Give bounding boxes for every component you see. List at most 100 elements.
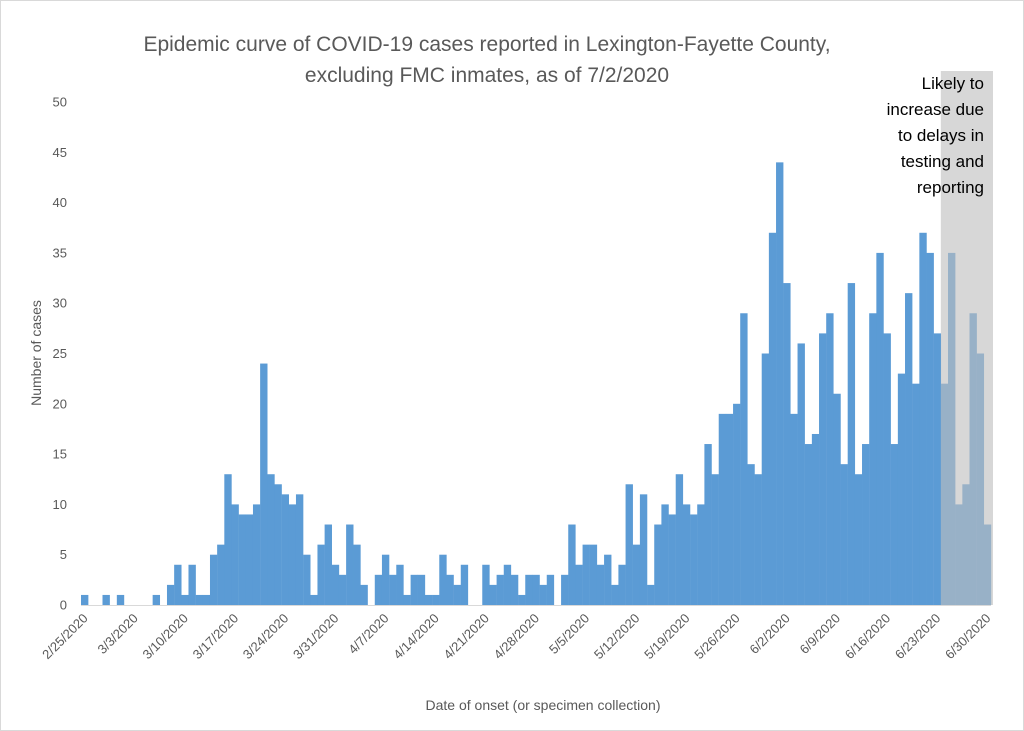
y-tick-label: 40 <box>53 195 67 210</box>
bar <box>582 544 590 605</box>
x-tick-label: 4/7/2020 <box>345 611 391 657</box>
bar <box>575 564 583 605</box>
bar <box>410 574 418 605</box>
bar <box>432 594 440 605</box>
bar <box>661 504 669 605</box>
bar <box>396 564 404 605</box>
bar <box>783 283 791 605</box>
bar <box>876 252 884 605</box>
bars-group <box>81 162 992 606</box>
bar <box>733 403 741 605</box>
bar <box>403 594 411 605</box>
bar <box>847 283 856 605</box>
bar <box>532 574 540 605</box>
y-tick-label: 25 <box>53 346 67 361</box>
bar <box>338 574 347 605</box>
bar <box>417 574 426 605</box>
bar <box>188 564 196 605</box>
bar <box>209 554 218 605</box>
bar <box>245 514 254 605</box>
x-axis-ticks: 2/25/2020 3/3/20203/10/20203/17/20203/24/… <box>39 611 993 663</box>
shaded-region-note-line: to delays in <box>898 126 984 145</box>
bar <box>310 594 318 605</box>
bar <box>439 554 447 605</box>
bar <box>761 353 770 605</box>
bar <box>611 584 619 605</box>
bar <box>116 594 125 605</box>
y-tick-label: 35 <box>53 245 67 260</box>
x-tick-label: 6/16/2020 <box>842 611 894 663</box>
y-axis-title: Number of cases <box>28 300 44 406</box>
bar <box>912 383 920 605</box>
bar <box>81 594 89 605</box>
x-tick-label: 3/17/2020 <box>190 611 242 663</box>
bar <box>224 474 232 605</box>
bar <box>797 343 805 605</box>
bar <box>568 524 576 605</box>
bar <box>303 554 311 605</box>
bar <box>331 564 340 605</box>
bar <box>460 564 469 605</box>
bar <box>238 514 247 605</box>
bar <box>639 494 648 605</box>
bar <box>768 232 777 605</box>
bar <box>890 444 899 605</box>
shaded-region-note-line: reporting <box>917 178 984 197</box>
bar <box>790 413 798 605</box>
bar <box>217 544 225 605</box>
x-tick-label: 5/5/2020 <box>546 611 592 657</box>
bar <box>446 574 454 605</box>
bar <box>647 584 655 605</box>
bar <box>819 333 827 605</box>
bar <box>711 474 719 605</box>
y-tick-label: 0 <box>60 598 67 613</box>
bar <box>804 444 813 605</box>
bar <box>453 584 461 605</box>
shaded-region-note: Likely to increase due to delays in testing… <box>887 74 984 197</box>
bar <box>496 574 504 605</box>
bar <box>589 544 598 605</box>
bar <box>561 574 569 605</box>
bar <box>740 313 748 605</box>
bar <box>862 444 870 605</box>
bar <box>166 584 175 605</box>
bar <box>374 574 383 605</box>
y-tick-label: 5 <box>60 547 67 562</box>
bar <box>482 564 490 605</box>
x-tick-label: 3/10/2020 <box>140 611 192 663</box>
bar <box>625 484 633 605</box>
bar <box>919 232 927 605</box>
bar <box>274 484 282 605</box>
bar <box>295 494 304 605</box>
bar <box>704 444 712 605</box>
bar <box>174 564 182 605</box>
bar <box>518 594 526 605</box>
bar <box>281 494 289 605</box>
bar <box>632 544 641 605</box>
bar <box>618 564 626 605</box>
shaded-region-note-line: testing and <box>901 152 984 171</box>
bar <box>747 464 755 605</box>
bar <box>231 504 239 605</box>
bar <box>353 544 361 605</box>
bar <box>869 313 877 605</box>
y-axis-ticks: 0 5 10 15 20 25 30 35 40 45 50 <box>53 95 67 613</box>
bar <box>654 524 662 605</box>
bar <box>675 474 684 605</box>
y-tick-label: 20 <box>53 396 67 411</box>
x-tick-label: 4/21/2020 <box>440 611 492 663</box>
x-tick-label: 4/14/2020 <box>390 611 442 663</box>
x-tick-label: 3/3/2020 <box>94 611 140 657</box>
bar <box>152 594 161 605</box>
bar <box>883 333 891 605</box>
bar <box>324 524 332 605</box>
bar <box>288 504 297 605</box>
bar <box>897 373 906 605</box>
x-tick-label: 2/25/2020 <box>39 611 91 663</box>
x-tick-label: 3/31/2020 <box>290 611 342 663</box>
bar <box>260 363 268 605</box>
bar <box>905 293 913 605</box>
bar <box>317 544 325 605</box>
bar <box>489 584 497 605</box>
